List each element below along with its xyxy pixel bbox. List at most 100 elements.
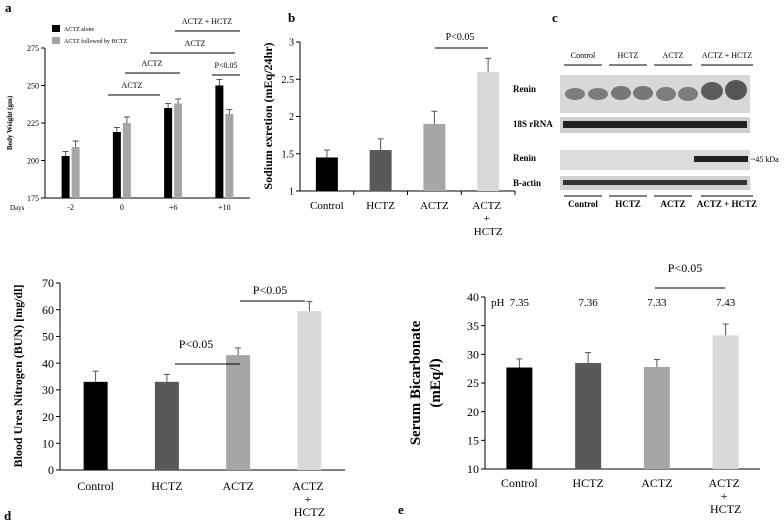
x-tick-label: ACTZ (222, 479, 253, 493)
column-label-bottom: Control (568, 199, 598, 209)
y-tick-label: 2.5 (282, 75, 295, 86)
error-bar (485, 57, 492, 72)
x-tick-label: Control (77, 479, 114, 493)
error-bar (516, 358, 523, 368)
bar (643, 366, 670, 469)
y-tick-label: 25 (467, 376, 479, 390)
blot-panel: c Control Control HCTZ HCTZ ACTZ ACTZ ACTZ + HC… (513, 10, 779, 209)
x-tick-label: ACTZ (641, 476, 672, 490)
error-bar (235, 347, 242, 356)
y-tick-label: 10 (42, 436, 54, 450)
error-bar (306, 300, 313, 312)
band (563, 121, 747, 128)
y-tick-label: 20 (467, 405, 479, 419)
annotation: P<0.05 (179, 337, 213, 351)
x-tick-label: Control (310, 200, 344, 212)
band (678, 87, 698, 101)
error-bar (653, 358, 660, 367)
y-tick-label: 275 (27, 44, 39, 53)
bar (712, 335, 739, 469)
annotation: P<0.05 (253, 283, 287, 297)
panel-letter: e (398, 502, 404, 517)
panel-letter: d (4, 508, 12, 523)
annotation: ACTZ + HCTZ (182, 17, 232, 26)
band (588, 88, 608, 100)
column-label-bottom: HCTZ (615, 199, 641, 209)
legend-swatch (52, 37, 60, 44)
x-tick-label: HCTZ (572, 476, 603, 490)
bar (112, 132, 121, 198)
y-tick-label: 70 (42, 276, 54, 290)
y-tick-label: 30 (42, 383, 54, 397)
x-tick-label: ACTZ + HCTZ (292, 479, 326, 519)
x-axis-label: Days (10, 204, 25, 212)
error-bar (323, 149, 330, 158)
y-tick-label: 3 (289, 38, 294, 49)
error-bar (216, 79, 223, 86)
x-tick-label: +10 (218, 203, 231, 212)
error-bar (72, 140, 79, 147)
y-tick-label: 225 (27, 119, 39, 128)
x-tick-label: ACTZ + HCTZ (472, 200, 503, 238)
panel-letter: c (552, 10, 558, 25)
annotation: ACTZ (142, 59, 163, 68)
error-bar (226, 109, 233, 114)
y-axis-label: Sodium exretion (mEq/24hr) (261, 42, 275, 189)
y-axis-label: Body Weight (gm) (6, 95, 14, 150)
bands (563, 80, 748, 185)
size-label: ~45 kDa (751, 155, 779, 164)
row-label: B-actin (513, 178, 541, 188)
error-bar (431, 110, 438, 124)
y-tick-label: 35 (467, 319, 479, 333)
x-tick-label: +6 (169, 203, 178, 212)
column-label: ACTZ + HCTZ (702, 51, 752, 60)
column-label-bottom: ACTZ (660, 199, 685, 209)
y-tick-label: 40 (467, 290, 479, 304)
x-tick-label: Control (501, 476, 538, 490)
bar (174, 103, 183, 198)
error-bar (113, 127, 120, 132)
y-tick-label: 0 (48, 463, 54, 477)
bar (164, 108, 173, 198)
y-axis-label: Blood Urea Nitrogen (BUN) [mg/dl] (11, 285, 25, 468)
y-tick-label: 15 (467, 434, 479, 448)
band (633, 86, 653, 100)
bar (477, 71, 500, 191)
bar (122, 123, 131, 198)
bar (297, 311, 322, 470)
band (701, 82, 723, 100)
column-label: Control (571, 51, 596, 60)
y-tick-label: 200 (27, 156, 39, 165)
error-bar (165, 103, 172, 108)
bar (215, 85, 224, 198)
column-label: HCTZ (618, 51, 639, 60)
band (611, 86, 631, 100)
bar (226, 355, 251, 470)
x-tick-label: -2 (67, 203, 74, 212)
error-bar (92, 370, 99, 382)
x-tick-label: 0 (120, 203, 124, 212)
annotation: P<0.05 (668, 261, 702, 275)
legend-label: ACTZ followed by HCTZ (64, 38, 127, 45)
y-tick-label: 30 (467, 348, 479, 362)
ph-value: 7.35 (510, 297, 530, 309)
blot-strip (560, 150, 750, 170)
y-tick-label: 250 (27, 81, 39, 90)
bar (61, 156, 70, 198)
error-bar (377, 138, 384, 151)
annotation: P<0.05 (446, 32, 475, 43)
bar (225, 114, 234, 198)
panel-letter: b (288, 10, 295, 25)
ph-label: pH (491, 297, 505, 309)
y-axis-label: (mEq/l) (428, 358, 444, 407)
ph-value: 7.33 (647, 297, 667, 309)
annotation: ACTZ (185, 39, 206, 48)
bar (575, 362, 602, 469)
band (694, 156, 748, 162)
panel-letter: a (5, 0, 12, 15)
row-label: Renin (513, 84, 536, 94)
y-axis-label: Serum Bicarbonate (408, 320, 424, 445)
ph-value: 7.36 (579, 297, 599, 309)
bar (71, 147, 80, 198)
x-tick-label: HCTZ (366, 200, 395, 212)
